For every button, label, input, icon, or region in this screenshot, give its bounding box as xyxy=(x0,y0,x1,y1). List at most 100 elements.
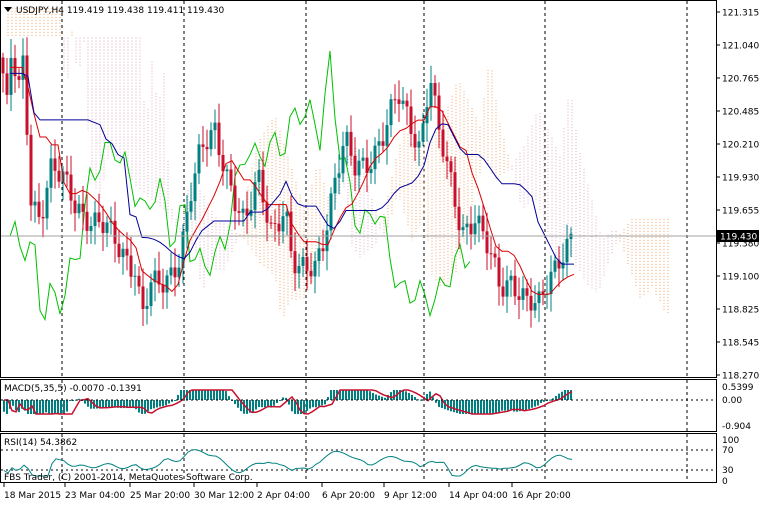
macd-bar xyxy=(204,390,206,400)
macd-bar xyxy=(354,390,356,400)
candle-body xyxy=(193,173,197,202)
macd-bar xyxy=(132,400,134,409)
macd-bar xyxy=(438,400,440,407)
macd-bar xyxy=(549,399,551,401)
candle-body xyxy=(317,248,321,262)
candle-body xyxy=(521,288,525,300)
time-tick-label: 9 Apr 12:00 xyxy=(384,491,437,501)
rsi-path xyxy=(3,449,573,477)
macd-bar xyxy=(24,400,26,411)
macd-bar xyxy=(240,400,242,412)
candle-body xyxy=(1,57,5,74)
candle-body xyxy=(409,106,413,134)
time-tick-label: 23 Mar 04:00 xyxy=(65,491,125,501)
macd-bar xyxy=(405,391,407,400)
macd-bar xyxy=(318,400,320,407)
macd-bar xyxy=(291,400,293,412)
macd-bar xyxy=(288,400,290,405)
macd-bar xyxy=(324,400,326,405)
macd-bar xyxy=(369,391,371,400)
macd-bar xyxy=(63,400,65,414)
candle-body xyxy=(489,253,493,255)
macd-bar xyxy=(498,400,500,413)
macd-bar xyxy=(441,400,443,409)
macd-bar xyxy=(216,390,218,400)
macd-bar xyxy=(87,400,89,407)
macd-bar xyxy=(264,400,266,408)
candle-body xyxy=(281,216,285,232)
candle-body xyxy=(77,203,81,214)
macd-bar xyxy=(453,400,455,413)
macd-bar xyxy=(222,390,224,400)
candle-body xyxy=(153,270,157,283)
candle-body xyxy=(325,230,329,252)
macd-bar xyxy=(258,400,260,408)
macd-bar xyxy=(450,400,452,412)
macd-bar xyxy=(246,400,248,414)
candle-body xyxy=(225,169,229,172)
macd-bar xyxy=(27,400,29,414)
candle-body xyxy=(81,203,85,212)
candle-body xyxy=(269,222,273,224)
macd-bar xyxy=(141,400,143,414)
macd-bar xyxy=(537,400,539,406)
macd-bar xyxy=(534,400,536,407)
candle-body xyxy=(33,201,37,206)
macd-bar xyxy=(255,400,257,410)
symbol-header[interactable]: USDJPY,H4 119.419 119.438 119.411 119.43… xyxy=(4,6,225,16)
candle-body xyxy=(265,202,269,223)
candle-body xyxy=(117,243,121,258)
macd-bar xyxy=(480,400,482,414)
macd-bar xyxy=(513,400,515,412)
macd-bar xyxy=(414,397,416,400)
macd-bar xyxy=(486,400,488,414)
price-tick-label: 119.100 xyxy=(722,273,759,283)
rsi-label: RSI(14) 54.3862 xyxy=(4,438,77,448)
macd-bar xyxy=(156,400,158,408)
rsi-axis-label: 0 xyxy=(722,477,728,487)
candle-body xyxy=(161,284,165,293)
macd-bar xyxy=(60,400,62,414)
macd-bar xyxy=(525,400,527,410)
candle-body xyxy=(465,223,469,228)
candle-body xyxy=(69,174,73,201)
macd-bar xyxy=(465,400,467,414)
candle-body xyxy=(233,185,237,212)
macd-bar xyxy=(528,400,530,409)
macd-bar xyxy=(33,400,35,414)
candle-body xyxy=(381,141,385,146)
candle-body xyxy=(21,55,25,80)
macd-bar xyxy=(96,400,98,409)
macd-bar xyxy=(567,390,569,400)
macd-bar xyxy=(150,400,152,410)
candle-body xyxy=(189,201,193,212)
candle-body xyxy=(533,303,537,311)
candle-body xyxy=(137,275,141,287)
macd-bar xyxy=(312,400,314,408)
macd-bar xyxy=(174,400,176,401)
candle-body xyxy=(177,267,181,278)
candle-body xyxy=(85,211,89,231)
candle-body xyxy=(349,131,353,156)
price-tick-label: 119.380 xyxy=(722,240,759,250)
candle-body xyxy=(305,256,309,271)
macd-bar xyxy=(561,391,563,400)
chikou-span-line xyxy=(9,50,471,322)
candle-body xyxy=(49,158,53,188)
candle-body xyxy=(65,171,69,175)
macd-bar xyxy=(411,394,413,400)
macd-axis-label: 0.00 xyxy=(722,396,742,406)
macd-bar xyxy=(192,390,194,400)
candle-body xyxy=(429,82,433,108)
candle-body xyxy=(93,212,97,227)
macd-bar xyxy=(111,400,113,408)
macd-bar xyxy=(402,390,404,400)
candle-body xyxy=(129,255,133,277)
macd-bar xyxy=(210,390,212,400)
time-tick-label: 2 Apr 04:00 xyxy=(257,491,310,501)
rsi-axis-label: 100 xyxy=(722,436,739,446)
chevron-down-icon[interactable] xyxy=(4,7,12,12)
